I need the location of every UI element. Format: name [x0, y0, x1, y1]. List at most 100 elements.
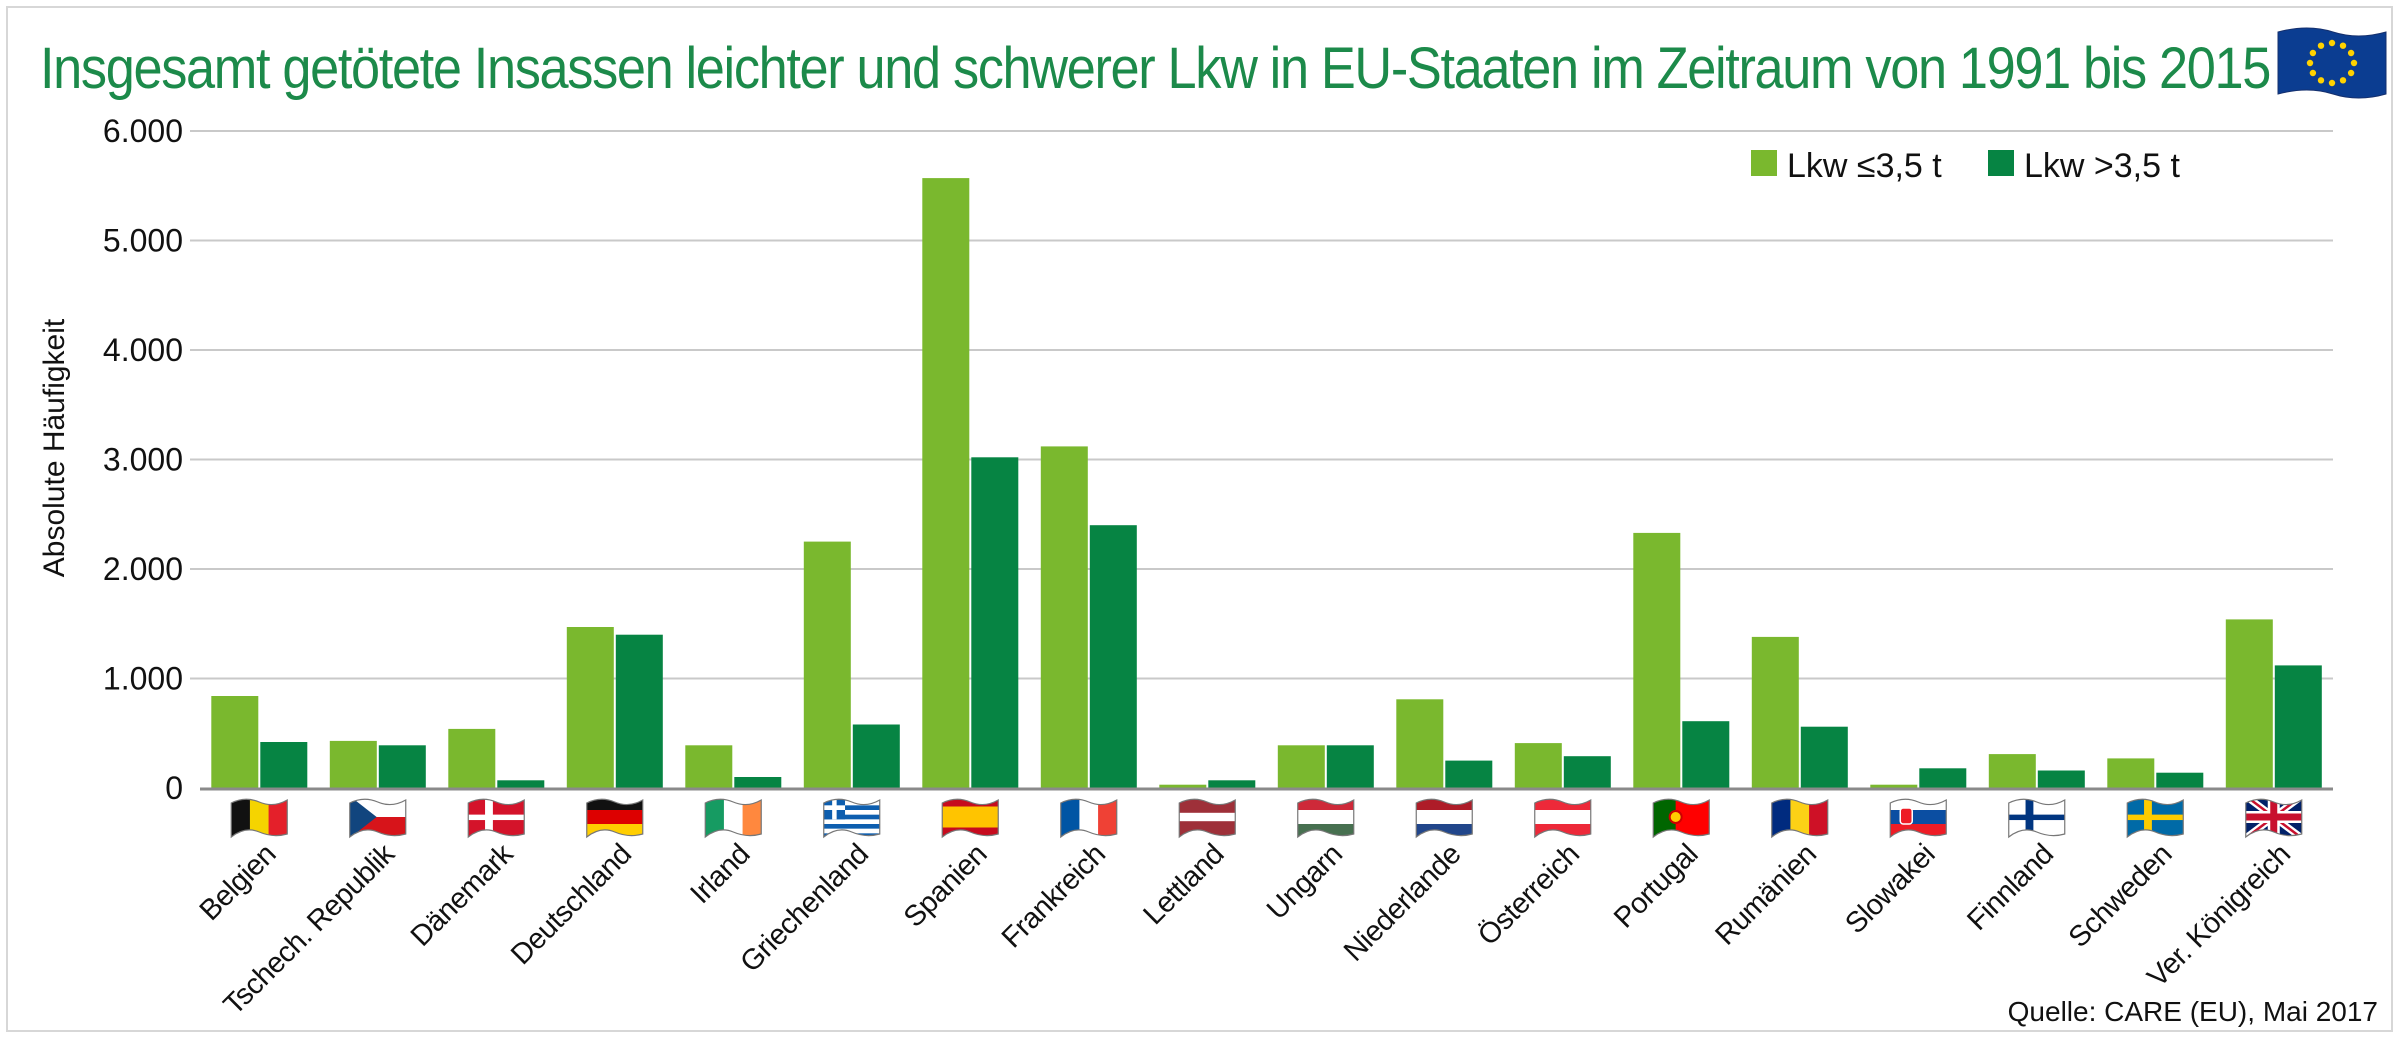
uk-flag-icon — [2245, 798, 2303, 839]
legend-label-light: Lkw ≤3,5 t — [1787, 147, 1942, 185]
bar-dark — [1208, 780, 1256, 788]
y-tick-label: 0 — [165, 770, 183, 806]
bar-dark — [378, 745, 426, 788]
slovakia-flag-icon — [1889, 798, 1947, 839]
x-tick-label: Spanien — [898, 838, 993, 933]
portugal-flag-icon — [1652, 798, 1710, 839]
bar-dark — [971, 457, 1019, 788]
bar-light — [1870, 784, 1918, 788]
eu-flag-icon — [2277, 27, 2387, 99]
bar-light — [329, 740, 377, 788]
y-tick-label: 4.000 — [103, 332, 183, 368]
bar-light — [1396, 699, 1444, 788]
bar-dark — [615, 634, 663, 788]
bar-dark — [1089, 525, 1137, 788]
sweden-flag-icon — [2126, 798, 2184, 839]
czech-flag-icon — [349, 798, 407, 839]
y-tick-label: 3.000 — [103, 442, 183, 478]
country-flags — [230, 798, 2303, 839]
eu-star — [2347, 69, 2355, 77]
spain-flag-icon — [941, 798, 999, 839]
x-tick-label: Frankreich — [996, 838, 1112, 954]
belgium-flag-icon — [230, 798, 288, 839]
eu-star — [2317, 42, 2325, 49]
x-tick-label: Irland — [684, 838, 756, 910]
x-tick-label: Deutschland — [505, 838, 638, 971]
legend-swatch-dark — [1988, 150, 2014, 176]
y-tick-label: 1.000 — [103, 661, 183, 697]
hungary-flag-icon — [1297, 798, 1355, 839]
eu-star — [2328, 79, 2336, 87]
greece-flag-icon — [823, 798, 881, 839]
y-axis-label: Absolute Häufigkeit — [38, 318, 71, 577]
x-tick-label: Schweden — [2063, 838, 2179, 954]
bar-light — [1277, 745, 1325, 788]
bar-dark — [1326, 745, 1374, 788]
bar-dark — [497, 780, 545, 788]
source-note: Quelle: CARE (EU), Mai 2017 — [2008, 996, 2378, 1027]
bar-dark — [1919, 768, 1967, 788]
bar-light — [448, 728, 496, 788]
bar-light — [922, 178, 970, 789]
netherlands-flag-icon — [1415, 798, 1473, 839]
eu-star — [2317, 77, 2325, 84]
x-tick-label: Portugal — [1608, 838, 1704, 934]
bar-light — [1040, 446, 1088, 788]
y-tick-label: 6.000 — [103, 113, 183, 149]
eu-star — [2309, 69, 2317, 77]
bar-dark — [1563, 756, 1611, 788]
bar-light — [566, 627, 614, 788]
x-tick-label: Ungarn — [1261, 838, 1349, 926]
bar-dark — [1682, 721, 1730, 788]
x-tick-label: Slowakei — [1839, 838, 1941, 940]
france-flag-icon — [1060, 798, 1118, 839]
romania-flag-icon — [1771, 798, 1829, 839]
x-tick-label: Rumänien — [1709, 838, 1822, 951]
bar-light — [1988, 754, 2036, 788]
grid-lines — [190, 130, 2333, 680]
y-tick-label: 2.000 — [103, 551, 183, 587]
germany-flag-icon — [586, 798, 644, 839]
eu-star — [2306, 59, 2314, 67]
bar-light — [1633, 532, 1681, 788]
denmark-flag-icon — [467, 798, 525, 839]
chart-title: Insgesamt getötete Insassen leichter und… — [40, 36, 2270, 101]
bar-light — [211, 696, 259, 788]
bars — [211, 178, 2322, 789]
finland-flag-icon — [2008, 798, 2066, 839]
x-tick-label: Belgien — [194, 838, 283, 927]
eu-star — [2339, 42, 2347, 49]
legend: Lkw ≤3,5 t Lkw >3,5 t — [1751, 147, 2180, 185]
y-axis-ticks: 0 1.000 2.000 3.000 4.000 5.000 6.000 — [103, 113, 183, 806]
legend-swatch-light — [1751, 150, 1777, 176]
legend-label-dark: Lkw >3,5 t — [2024, 147, 2180, 185]
x-tick-label: Griechenland — [734, 838, 874, 978]
austria-flag-icon — [1534, 798, 1592, 839]
x-tick-label: Lettland — [1137, 838, 1230, 931]
y-tick-label: 5.000 — [103, 223, 183, 259]
bar-dark — [1445, 760, 1493, 788]
bar-dark — [852, 724, 900, 788]
ireland-flag-icon — [704, 798, 762, 839]
x-tick-label: Finnland — [1961, 838, 2059, 936]
x-tick-label: Niederlande — [1338, 838, 1467, 967]
bar-dark — [2156, 772, 2204, 788]
bar-light — [2225, 619, 2273, 788]
eu-star — [2339, 77, 2347, 84]
bar-light — [2107, 758, 2155, 788]
bar-dark — [2037, 770, 2085, 788]
eu-star — [2350, 59, 2358, 67]
bar-light — [685, 745, 733, 788]
bar-dark — [2274, 665, 2322, 788]
bar-light — [803, 541, 851, 788]
bar-dark — [734, 777, 782, 788]
latvia-flag-icon — [1178, 798, 1236, 839]
bar-light — [1751, 636, 1799, 788]
x-tick-label: Dänemark — [405, 838, 520, 953]
bar-dark — [1800, 726, 1848, 788]
bar-light — [1159, 784, 1207, 788]
chart-frame — [6, 6, 2393, 1032]
x-tick-label: Österreich — [1472, 838, 1586, 952]
